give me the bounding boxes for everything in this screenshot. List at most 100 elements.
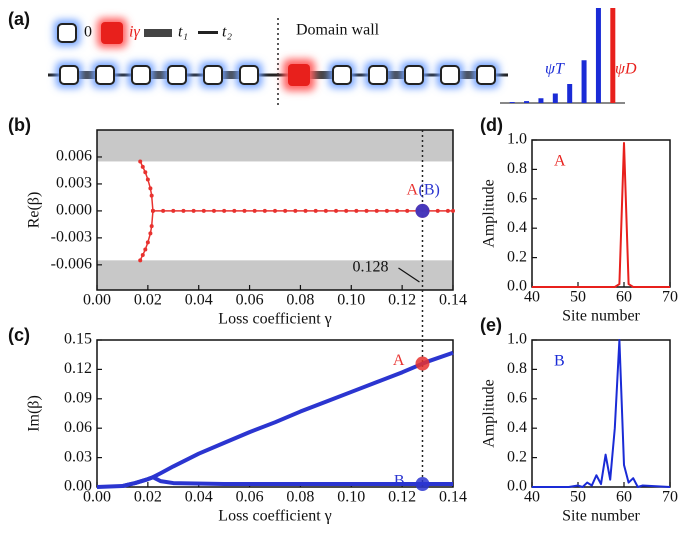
y-tick-label: 0.03: [64, 448, 92, 465]
data-point: [211, 208, 216, 213]
legend-label: 0: [84, 24, 92, 41]
y-tick-label: 0.000: [56, 202, 92, 219]
x-tick-label: 0.06: [236, 489, 264, 506]
y-tick-label: 0.15: [64, 331, 92, 348]
y-axis-title: Amplitude: [481, 379, 498, 447]
site: [167, 65, 187, 85]
y-tick-label: 1.0: [507, 331, 527, 348]
plot-frame: [531, 339, 671, 488]
panel-label: (e): [480, 315, 502, 335]
site: [476, 65, 496, 85]
data-point: [354, 208, 359, 213]
point-label: A: [393, 352, 405, 369]
bar: [524, 101, 530, 103]
y-tick-label: 0.003: [56, 175, 92, 192]
y-tick-label: -0.003: [51, 229, 92, 246]
data-point: [313, 208, 318, 213]
x-tick-label: 0.08: [286, 292, 314, 309]
point-label: (B): [418, 182, 439, 199]
x-tick-label: 0.10: [337, 292, 365, 309]
x-tick-label: 0.04: [185, 489, 213, 506]
x-tick-label: 70: [662, 489, 678, 506]
series-line: [121, 350, 454, 488]
series-line: [139, 161, 154, 211]
series-label: ψT: [545, 61, 565, 78]
data-point: [283, 208, 288, 213]
panel-label: (c): [8, 325, 30, 345]
y-tick-label: 0.2: [507, 248, 527, 265]
site: [404, 65, 424, 85]
data-point: [364, 208, 369, 213]
data-point: [140, 164, 145, 169]
x-tick-label: 70: [662, 289, 678, 306]
y-axis-title: Re(β): [26, 192, 43, 229]
site: [368, 65, 388, 85]
x-tick-label: 0.08: [286, 489, 314, 506]
site: [440, 65, 460, 85]
state-point: [415, 356, 430, 371]
bar: [610, 8, 616, 103]
y-tick-label: 0.4: [507, 419, 527, 436]
bar: [538, 98, 544, 103]
data-point: [138, 159, 143, 164]
x-tick-label: 0.14: [439, 489, 467, 506]
data-point: [303, 208, 308, 213]
y-tick-label: 0.8: [507, 360, 527, 377]
series-line: [532, 141, 670, 288]
data-point: [222, 208, 227, 213]
data-point: [171, 208, 176, 213]
plot-frame: [96, 339, 454, 488]
point-label: B: [394, 473, 405, 490]
wall-label: Domain wall: [296, 22, 380, 39]
data-point: [201, 208, 206, 213]
x-axis-title: Site number: [562, 308, 640, 325]
series-line: [139, 210, 154, 261]
point-label: A: [406, 182, 418, 199]
y-tick-label: 0.8: [507, 160, 527, 177]
data-point: [191, 208, 196, 213]
arrow: [398, 267, 420, 283]
x-tick-label: 0.12: [388, 292, 416, 309]
t2-icon: [198, 31, 218, 34]
plot-frame: [531, 139, 671, 288]
data-point: [323, 208, 328, 213]
data-point: [252, 208, 257, 213]
panel-label: (a): [8, 9, 30, 29]
data-point: [334, 208, 339, 213]
panel-note: A: [554, 153, 566, 170]
bar: [509, 102, 515, 103]
x-tick-label: 0.06: [236, 292, 264, 309]
panel-a-diagram: (a) 0 iγ t₁ t₂ Domain wall: [8, 9, 508, 106]
data-point: [435, 208, 440, 213]
loss-site: [288, 64, 310, 86]
data-point: [148, 186, 153, 191]
state-point: [415, 203, 430, 218]
x-tick-label: 50: [570, 489, 586, 506]
x-tick-label: 0.04: [185, 292, 213, 309]
y-tick-label: 0.4: [507, 219, 527, 236]
panel-label: (b): [8, 115, 31, 135]
site: [95, 65, 115, 85]
t1-icon: [144, 29, 172, 37]
loss-site-icon: [101, 22, 123, 44]
bar: [567, 84, 573, 103]
x-tick-label: 40: [524, 489, 540, 506]
data-point: [145, 240, 150, 245]
marker-label: 0.128: [352, 259, 388, 276]
y-tick-label: 0.09: [64, 389, 92, 406]
y-tick-label: 0.006: [56, 148, 92, 165]
y-tick-label: 0.0: [507, 278, 527, 295]
x-tick-label: 60: [616, 489, 632, 506]
y-tick-label: 0.06: [64, 419, 92, 436]
data-point: [395, 208, 400, 213]
data-point: [273, 208, 277, 213]
data-point: [384, 208, 389, 213]
band: [97, 260, 453, 290]
y-tick-label: 0.6: [507, 389, 527, 406]
site: [332, 65, 352, 85]
bar: [552, 93, 558, 103]
data-point: [242, 208, 247, 213]
x-tick-label: 0.14: [439, 292, 467, 309]
data-point: [232, 208, 237, 213]
